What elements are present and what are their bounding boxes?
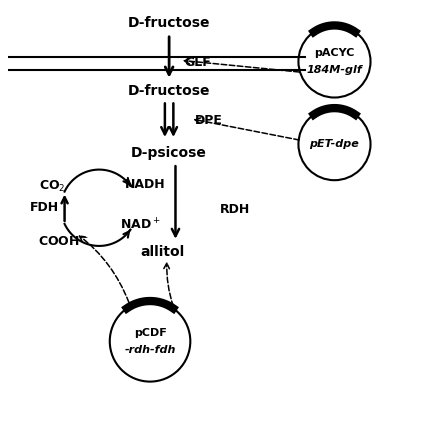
Text: D-fructose: D-fructose bbox=[128, 84, 210, 98]
Text: FDH: FDH bbox=[29, 201, 59, 214]
Text: pACYC: pACYC bbox=[314, 48, 355, 58]
Text: pET-dpe: pET-dpe bbox=[310, 139, 359, 149]
Text: pCDF: pCDF bbox=[134, 328, 166, 338]
Text: NAD$^+$: NAD$^+$ bbox=[121, 217, 161, 232]
Text: 184M-glf: 184M-glf bbox=[307, 65, 363, 75]
Text: RDH: RDH bbox=[220, 204, 250, 216]
Text: COOH$^-$: COOH$^-$ bbox=[37, 235, 89, 248]
Text: CO$_2$: CO$_2$ bbox=[39, 179, 66, 194]
Text: allitol: allitol bbox=[141, 245, 185, 259]
Text: D-fructose: D-fructose bbox=[128, 16, 210, 31]
Text: GLF: GLF bbox=[184, 56, 211, 69]
Text: DPE: DPE bbox=[194, 114, 223, 127]
Text: -rdh-fdh: -rdh-fdh bbox=[125, 345, 176, 355]
Text: D-psicose: D-psicose bbox=[131, 145, 207, 160]
Text: NADH: NADH bbox=[125, 178, 165, 191]
